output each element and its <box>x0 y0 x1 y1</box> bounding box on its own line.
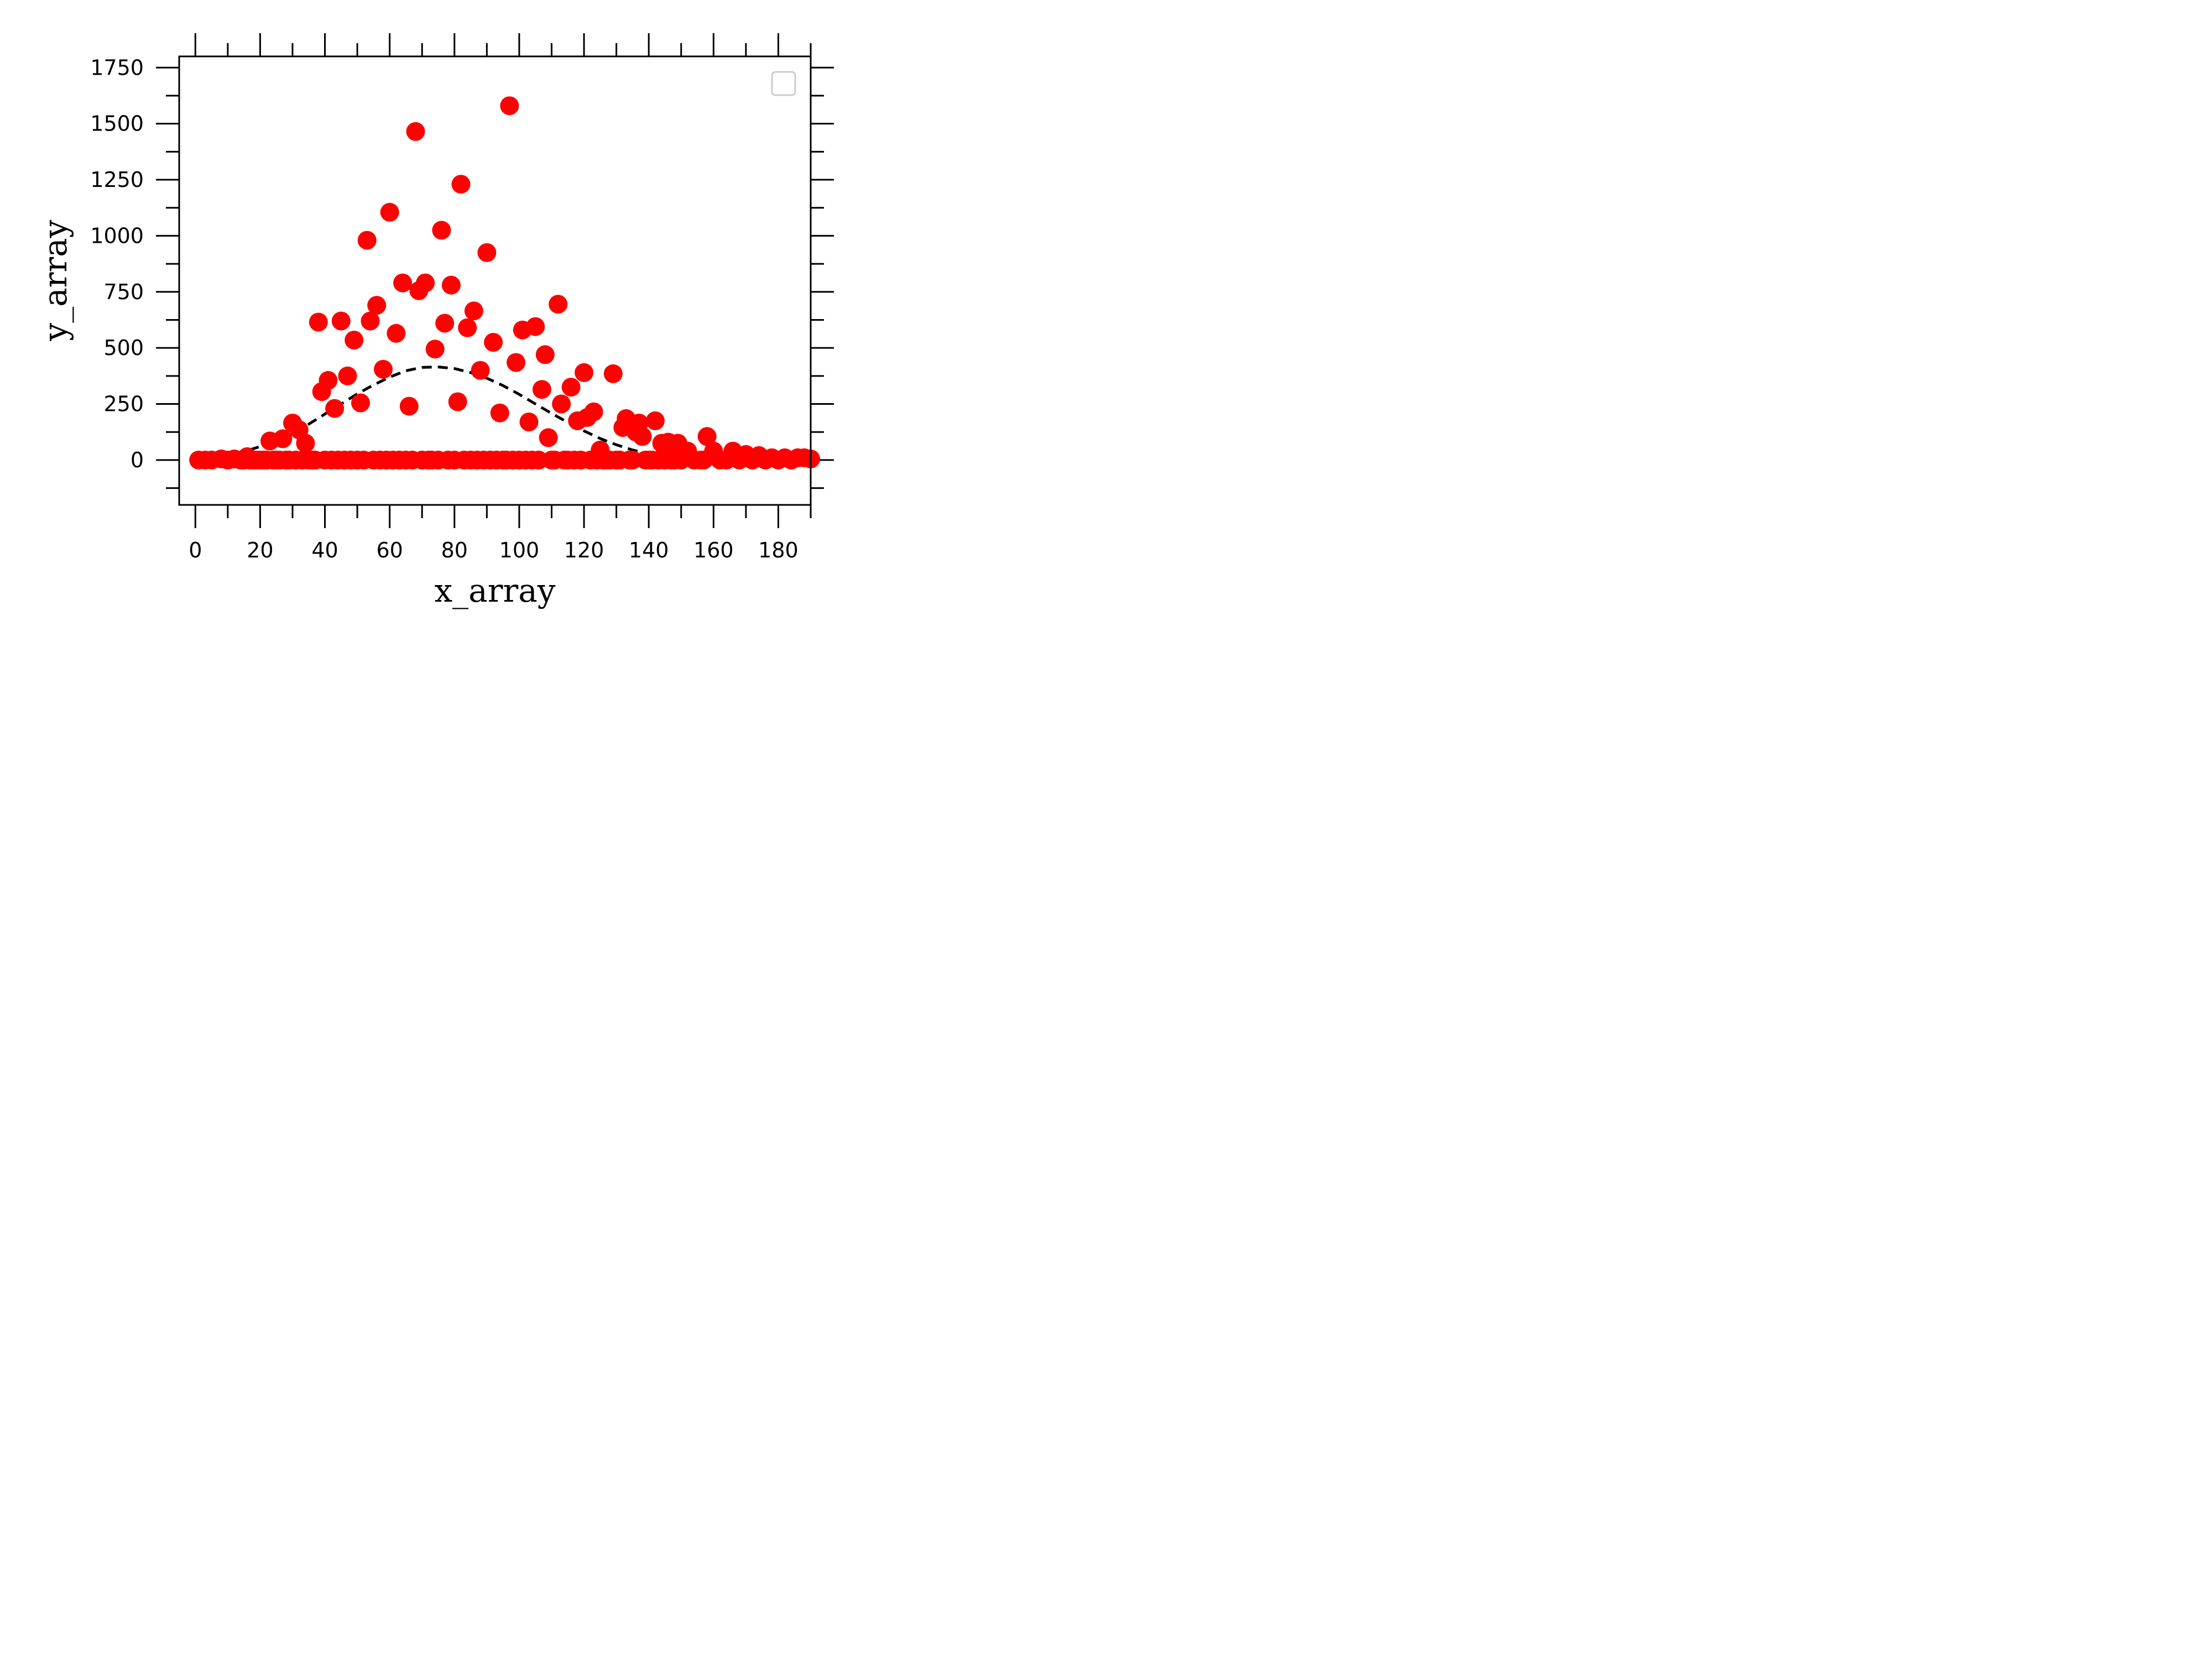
data-point <box>367 296 387 315</box>
data-point <box>633 427 652 446</box>
data-point <box>361 311 380 331</box>
y-tick-label: 250 <box>103 392 144 416</box>
data-point <box>319 371 338 390</box>
data-point <box>490 403 509 422</box>
y-tick-label: 1750 <box>90 55 144 80</box>
data-point <box>432 221 451 240</box>
axis-ticks <box>156 33 834 528</box>
y-tick-label: 1500 <box>90 112 144 136</box>
data-point <box>345 331 364 349</box>
y-tick-label: 750 <box>103 280 144 304</box>
plot-frame <box>178 55 812 506</box>
data-point <box>552 394 571 414</box>
data-point <box>451 175 471 194</box>
x-tick-label: 60 <box>376 538 403 562</box>
x-tick-label: 140 <box>629 538 669 562</box>
data-point <box>539 428 558 447</box>
data-point <box>477 243 497 262</box>
data-point <box>532 380 551 399</box>
data-point <box>584 402 603 421</box>
data-point <box>399 397 419 416</box>
x-tick-label: 160 <box>693 538 734 562</box>
data-point <box>471 361 490 380</box>
data-point <box>519 413 539 431</box>
data-point <box>309 312 328 332</box>
data-point <box>416 273 435 293</box>
tick-labels: 0 20 40 60 80 100 120 140 160 180 0 250 500 750 1000 12… <box>90 55 798 562</box>
data-points-layer <box>189 96 820 469</box>
data-point <box>351 393 370 413</box>
data-point <box>338 366 357 385</box>
data-point <box>645 411 665 430</box>
data-point <box>393 273 413 293</box>
data-point <box>435 314 455 333</box>
x-axis-title: x_array <box>434 572 555 609</box>
x-tick-label: 100 <box>499 538 540 562</box>
data-point <box>526 317 545 336</box>
data-point <box>535 345 555 364</box>
data-point <box>448 392 467 411</box>
data-point <box>603 364 623 383</box>
y-tick-label: 500 <box>103 336 144 360</box>
data-point <box>500 96 519 116</box>
y-tick-label: 1250 <box>90 168 144 192</box>
data-point <box>484 333 503 352</box>
y-tick-label: 0 <box>131 448 144 472</box>
data-point <box>331 311 351 331</box>
data-point <box>425 340 445 359</box>
data-point <box>561 378 581 397</box>
data-point <box>441 275 461 295</box>
data-point <box>464 301 483 321</box>
legend-box <box>771 71 796 96</box>
data-point <box>549 295 568 314</box>
x-tick-label: 180 <box>758 538 799 562</box>
y-axis-title: y_array <box>36 220 74 341</box>
data-point <box>273 429 293 448</box>
data-point <box>406 122 425 141</box>
data-point <box>296 434 315 453</box>
data-point <box>380 202 399 222</box>
x-tick-label: 120 <box>564 538 604 562</box>
x-tick-label: 80 <box>441 538 468 562</box>
data-point <box>623 450 642 469</box>
x-tick-label: 0 <box>189 538 202 562</box>
data-point <box>387 324 406 343</box>
data-point <box>697 427 717 446</box>
data-point <box>575 363 594 382</box>
data-point <box>507 353 526 372</box>
data-point <box>325 399 345 418</box>
data-point <box>357 231 377 250</box>
x-tick-label: 20 <box>247 538 273 562</box>
data-point <box>529 450 549 469</box>
data-point <box>458 318 477 337</box>
scatter-chart: 0 20 40 60 80 100 120 140 160 180 0 250 500 750 1000 12… <box>36 33 834 609</box>
data-point <box>374 359 393 379</box>
x-tick-label: 40 <box>311 538 338 562</box>
y-tick-label: 1000 <box>90 223 144 248</box>
